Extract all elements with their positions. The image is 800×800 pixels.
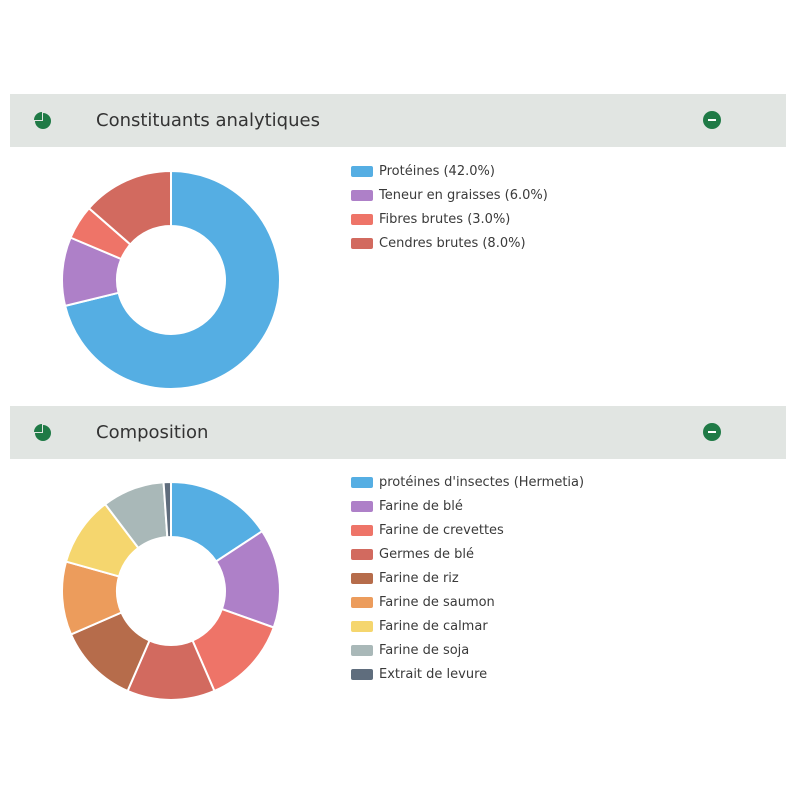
legend-swatch (351, 237, 373, 249)
legend-swatch (351, 620, 373, 632)
legend-label: Farine de riz (379, 570, 459, 586)
legend-swatch (351, 548, 373, 560)
legend-swatch (351, 476, 373, 488)
panel-header-composition: Composition (10, 406, 786, 459)
legend-label: Farine de blé (379, 498, 463, 514)
legend-item-farine-de-saumon[interactable]: Farine de saumon (351, 590, 584, 614)
legend-item-cendres-brutes-8-0[interactable]: Cendres brutes (8.0%) (351, 231, 548, 255)
pie-chart-icon (34, 112, 51, 129)
legend-label: Extrait de levure (379, 666, 488, 682)
legend-label: Farine de crevettes (379, 522, 504, 538)
legend-label: Germes de blé (379, 546, 474, 562)
legend-swatch (351, 524, 373, 536)
legend-constituants: Protéines (42.0%) Teneur en graisses (6.0… (351, 159, 548, 255)
minus-circle-icon[interactable] (703, 423, 721, 441)
pie-chart-icon (34, 424, 51, 441)
legend-item-fibres-brutes-3-0[interactable]: Fibres brutes (3.0%) (351, 207, 548, 231)
legend-item-proteines-d-insectes-hermetia[interactable]: protéines d'insectes (Hermetia) (351, 470, 584, 494)
legend-swatch (351, 165, 373, 177)
legend-label: Fibres brutes (3.0%) (379, 211, 511, 227)
legend-label: Farine de calmar (379, 618, 488, 634)
legend-label: Farine de saumon (379, 594, 495, 610)
legend-item-teneur-en-graisses-6-0[interactable]: Teneur en graisses (6.0%) (351, 183, 548, 207)
legend-swatch (351, 572, 373, 584)
donut-slice-proteines-42-0[interactable] (63, 169, 281, 390)
legend-item-farine-de-calmar[interactable]: Farine de calmar (351, 614, 584, 638)
legend-label: protéines d'insectes (Hermetia) (379, 474, 585, 490)
legend-label: Cendres brutes (8.0%) (379, 235, 526, 251)
donut-slice-cendres-brutes-8-0[interactable] (87, 169, 172, 246)
legend-label: Protéines (42.0%) (379, 163, 495, 179)
legend-item-farine-de-riz[interactable]: Farine de riz (351, 566, 584, 590)
legend-item-farine-de-soja[interactable]: Farine de soja (351, 638, 584, 662)
legend-item-farine-de-crevettes[interactable]: Farine de crevettes (351, 518, 584, 542)
legend-swatch (351, 668, 373, 680)
panel-header-constituants: Constituants analytiques (10, 94, 786, 147)
legend-swatch (351, 500, 373, 512)
minus-circle-icon[interactable] (703, 111, 721, 129)
legend-swatch (351, 596, 373, 608)
legend-label: Farine de soja (379, 642, 470, 658)
legend-composition: protéines d'insectes (Hermetia) Farine de… (351, 470, 584, 686)
donut-chart-composition (61, 480, 281, 701)
legend-swatch (351, 189, 373, 201)
legend-swatch (351, 644, 373, 656)
legend-item-proteines-42-0[interactable]: Protéines (42.0%) (351, 159, 548, 183)
donut-slice-extrait-de-levure[interactable] (162, 480, 172, 539)
donut-chart-constituants (61, 169, 281, 390)
legend-swatch (351, 213, 373, 225)
legend-item-farine-de-ble[interactable]: Farine de blé (351, 494, 584, 518)
panel-title: Composition (96, 422, 209, 443)
panel-title: Constituants analytiques (96, 110, 320, 131)
legend-item-germes-de-ble[interactable]: Germes de blé (351, 542, 584, 566)
legend-item-extrait-de-levure[interactable]: Extrait de levure (351, 662, 584, 686)
legend-label: Teneur en graisses (6.0%) (379, 187, 548, 203)
